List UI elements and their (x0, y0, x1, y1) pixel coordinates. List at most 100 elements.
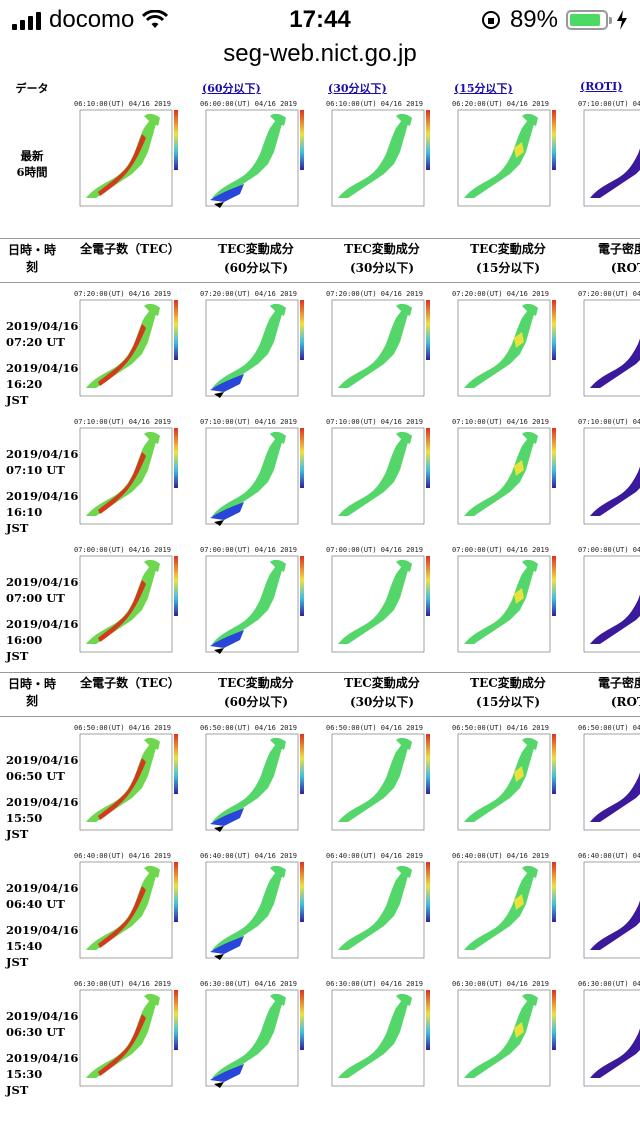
row-utc: 06:50 UT (6, 769, 65, 783)
tec-map-graphic (331, 109, 430, 207)
map-image[interactable]: 06:40:00(UT) 04/16 2019 (200, 852, 310, 970)
header-col-line: (15分以下) (475, 261, 541, 275)
map-image[interactable]: 06:00:00(UT) 04/16 2019 (200, 100, 310, 218)
map-timestamp: 06:00:00(UT) 04/16 2019 (200, 100, 297, 108)
tec-map-graphic (331, 733, 430, 831)
map-image[interactable]: 07:20:00(UT) 04/16 2019 (452, 290, 562, 408)
map-image[interactable]: 06:50:00(UT) 04/16 2019 (326, 724, 436, 842)
map-image[interactable]: 07:00:00(UT) 04/16 2019 (326, 546, 436, 664)
map-image[interactable]: 06:30:00(UT) 04/16 2019 (452, 980, 562, 1098)
map-image[interactable]: 06:10:00(UT) 04/16 2019 (326, 100, 436, 218)
map-timestamp: 06:40:00(UT) 04/16 2019 (452, 852, 549, 860)
top-fragment-col[interactable]: (ROTI) (580, 80, 623, 93)
map-image[interactable]: 07:20:00(UT) 04/16 2019 (326, 290, 436, 408)
map-timestamp: 06:50:00(UT) 04/16 2019 (578, 724, 640, 732)
map-image[interactable]: 06:20:00(UT) 04/16 2019 (452, 100, 562, 218)
map-image[interactable]: 07:20:00(UT) 04/16 2019 (74, 290, 184, 408)
map-image[interactable]: 07:10:00(UT) 04/16 2019 (578, 100, 640, 218)
header-col-line: (ROTI) (610, 261, 640, 275)
map-image[interactable]: 06:10:00(UT) 04/16 2019 (74, 100, 184, 218)
map-timestamp: 06:50:00(UT) 04/16 2019 (74, 724, 171, 732)
map-image[interactable]: 06:50:00(UT) 04/16 2019 (452, 724, 562, 842)
map-timestamp: 07:00:00(UT) 04/16 2019 (200, 546, 297, 554)
tec-map-graphic (457, 109, 556, 207)
header-col-line: TEC変動成分 (218, 242, 294, 256)
map-timestamp: 06:50:00(UT) 04/16 2019 (326, 724, 423, 732)
orientation-lock-icon (481, 11, 500, 29)
tec-map-graphic (205, 989, 304, 1088)
map-image[interactable]: 07:00:00(UT) 04/16 2019 (200, 546, 310, 664)
row-jst: 16:00 (6, 633, 43, 647)
tec-map-graphic (79, 299, 178, 397)
map-timestamp: 07:00:00(UT) 04/16 2019 (74, 546, 171, 554)
map-timestamp: 06:10:00(UT) 04/16 2019 (326, 100, 423, 108)
map-timestamp: 06:50:00(UT) 04/16 2019 (452, 724, 549, 732)
latest-label-line: 6時間 (16, 165, 48, 179)
top-fragment: データ (60分以下) (30分以下) (15分以下) (ROTI) (0, 78, 640, 96)
tec-map-graphic (583, 555, 640, 653)
top-fragment-col[interactable]: (30分以下) (328, 82, 387, 95)
top-fragment-col[interactable]: (15分以下) (454, 82, 513, 95)
map-image[interactable]: 07:10:00(UT) 04/16 2019 (74, 418, 184, 536)
map-image[interactable]: 07:10:00(UT) 04/16 2019 (326, 418, 436, 536)
row-jst: 16:10 (6, 505, 43, 519)
map-image[interactable]: 06:40:00(UT) 04/16 2019 (74, 852, 184, 970)
top-fragment-label: データ (15, 82, 49, 95)
map-image[interactable]: 06:30:00(UT) 04/16 2019 (326, 980, 436, 1098)
map-timestamp: 06:30:00(UT) 04/16 2019 (452, 980, 549, 988)
row-datetime: 2019/04/16 07:10 UT 2019/04/16 16:10 JST (6, 446, 79, 536)
map-image[interactable]: 07:00:00(UT) 04/16 2019 (452, 546, 562, 664)
map-timestamp: 07:10:00(UT) 04/16 2019 (200, 418, 297, 426)
map-image[interactable]: 07:20:00(UT) 04/16 2019 (200, 290, 310, 408)
address-bar[interactable]: seg-web.nict.go.jp (223, 40, 417, 67)
divider (0, 716, 640, 717)
header-col-line: (30分以下) (349, 261, 415, 275)
map-image[interactable]: 07:10:00(UT) 04/16 2019 (578, 418, 640, 536)
row-jst: 16:20 (6, 377, 43, 391)
map-image[interactable]: 07:10:00(UT) 04/16 2019 (200, 418, 310, 536)
divider (0, 282, 640, 283)
tec-map-graphic (583, 109, 640, 207)
map-timestamp: 06:10:00(UT) 04/16 2019 (74, 100, 171, 108)
row-jst-date: 2019/04/16 (6, 923, 79, 937)
row-utc: 06:40 UT (6, 897, 65, 911)
tec-map-graphic (583, 733, 640, 831)
map-image[interactable]: 06:30:00(UT) 04/16 2019 (200, 980, 310, 1098)
map-image[interactable]: 06:40:00(UT) 04/16 2019 (452, 852, 562, 970)
tec-map-graphic (79, 861, 178, 959)
header-col: TEC変動成分 (30分以下) (312, 240, 452, 278)
map-image[interactable]: 06:30:00(UT) 04/16 2019 (578, 980, 640, 1098)
map-image[interactable]: 06:30:00(UT) 04/16 2019 (74, 980, 184, 1098)
tec-map-graphic (457, 733, 556, 831)
header-col-line: (ROTI) (610, 695, 640, 709)
header-col: 電子密度擾乱 (ROTI) (564, 674, 640, 712)
row-datetime: 2019/04/16 06:30 UT 2019/04/16 15:30 JST (6, 1008, 78, 1098)
header-col: TEC変動成分 (60分以下) (186, 240, 326, 278)
row-utc: 07:20 UT (6, 335, 65, 349)
header-col-line: TEC変動成分 (470, 242, 546, 256)
map-image[interactable]: 07:20:00(UT) 04/16 2019 (578, 290, 640, 408)
map-image[interactable]: 06:50:00(UT) 04/16 2019 (578, 724, 640, 842)
tec-map-graphic (331, 427, 430, 525)
map-image[interactable]: 06:50:00(UT) 04/16 2019 (74, 724, 184, 842)
row-utc-date: 2019/04/16 (6, 447, 79, 461)
map-image[interactable]: 07:10:00(UT) 04/16 2019 (452, 418, 562, 536)
map-timestamp: 06:40:00(UT) 04/16 2019 (578, 852, 640, 860)
clock: 17:44 (289, 6, 351, 33)
map-image[interactable]: 06:50:00(UT) 04/16 2019 (200, 724, 310, 842)
divider (0, 238, 640, 239)
charging-icon (617, 10, 627, 30)
header-col-line: (15分以下) (475, 695, 541, 709)
row-tz: JST (6, 827, 29, 841)
latest-row-label: 最新 6時間 (2, 148, 62, 180)
page-content: データ (60分以下) (30分以下) (15分以下) (ROTI) 最新 6時間 06:10… (0, 78, 640, 1136)
header-col: TEC変動成分 (15分以下) (438, 674, 578, 712)
map-image[interactable]: 07:00:00(UT) 04/16 2019 (74, 546, 184, 664)
map-image[interactable]: 06:40:00(UT) 04/16 2019 (326, 852, 436, 970)
map-image[interactable]: 06:40:00(UT) 04/16 2019 (578, 852, 640, 970)
top-fragment-col[interactable]: (60分以下) (202, 82, 261, 95)
map-image[interactable]: 07:00:00(UT) 04/16 2019 (578, 546, 640, 664)
map-timestamp: 06:50:00(UT) 04/16 2019 (200, 724, 297, 732)
map-timestamp: 07:20:00(UT) 04/16 2019 (452, 290, 549, 298)
tec-map-graphic (205, 109, 304, 208)
